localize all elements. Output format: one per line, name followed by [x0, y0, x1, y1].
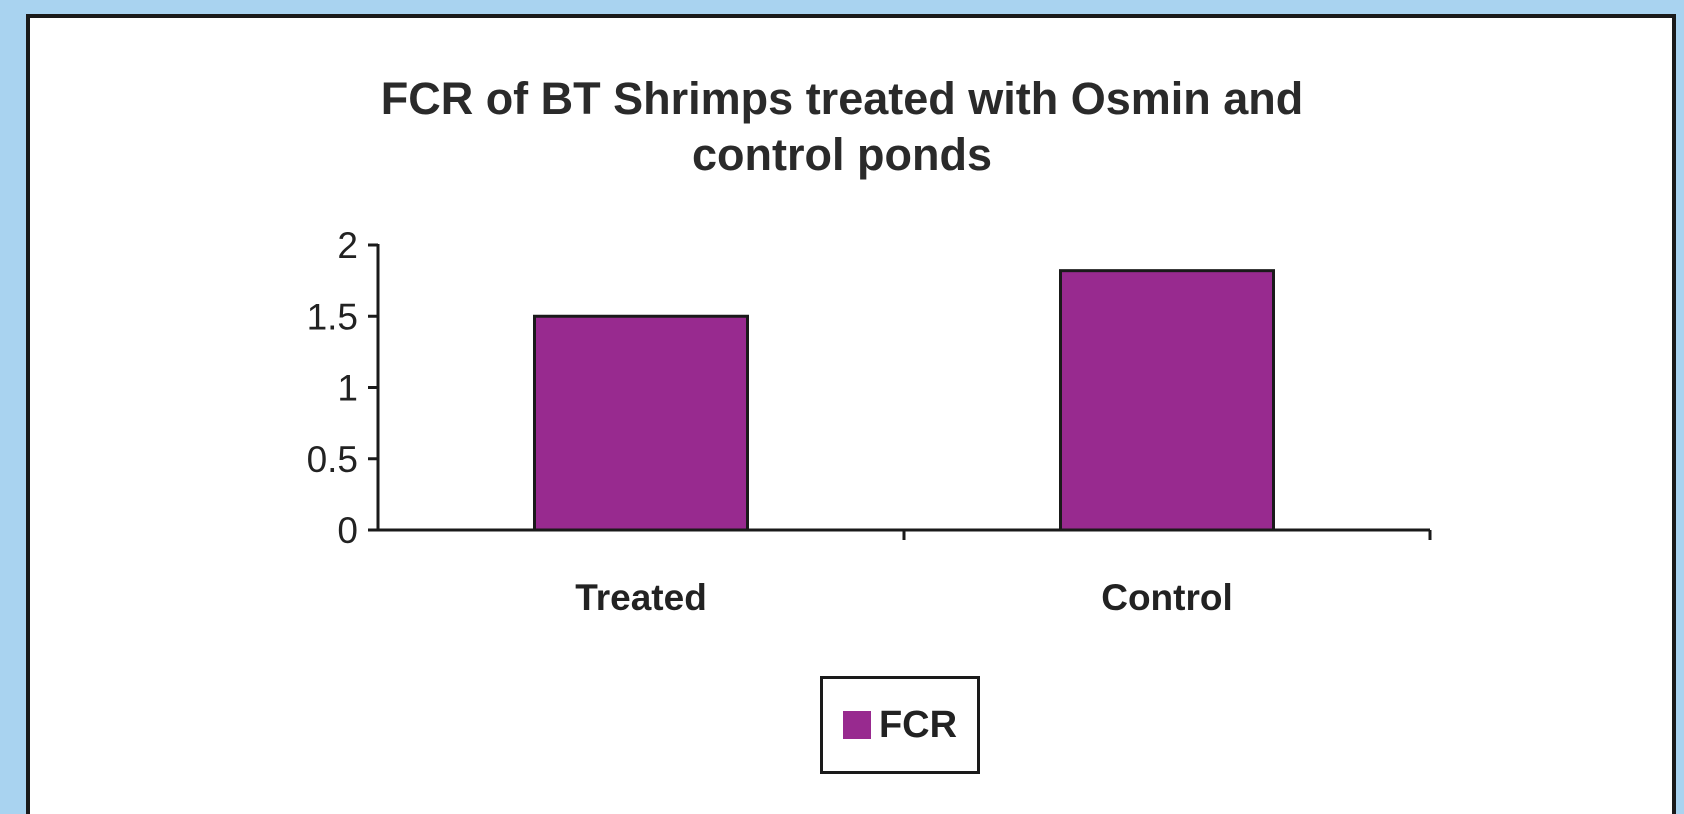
y-tick-label: 2	[337, 225, 358, 266]
y-tick-label: 0	[337, 510, 358, 551]
chart-title-line-1: FCR of BT Shrimps treated with Osmin and	[380, 73, 1304, 124]
bar-control	[1059, 269, 1275, 532]
legend-label: FCR	[878, 703, 958, 746]
legend-swatch	[842, 711, 871, 739]
y-tick-label: 0.5	[307, 439, 358, 480]
bar-treated	[533, 314, 749, 532]
chart-legend: FCR	[820, 676, 980, 774]
chart-title-line-2: control ponds	[692, 129, 992, 180]
y-tick-label: 1.5	[307, 296, 358, 337]
x-tick-label: Control	[1101, 577, 1233, 618]
x-tick-label: Treated	[575, 577, 707, 618]
y-tick-label: 1	[337, 368, 358, 409]
